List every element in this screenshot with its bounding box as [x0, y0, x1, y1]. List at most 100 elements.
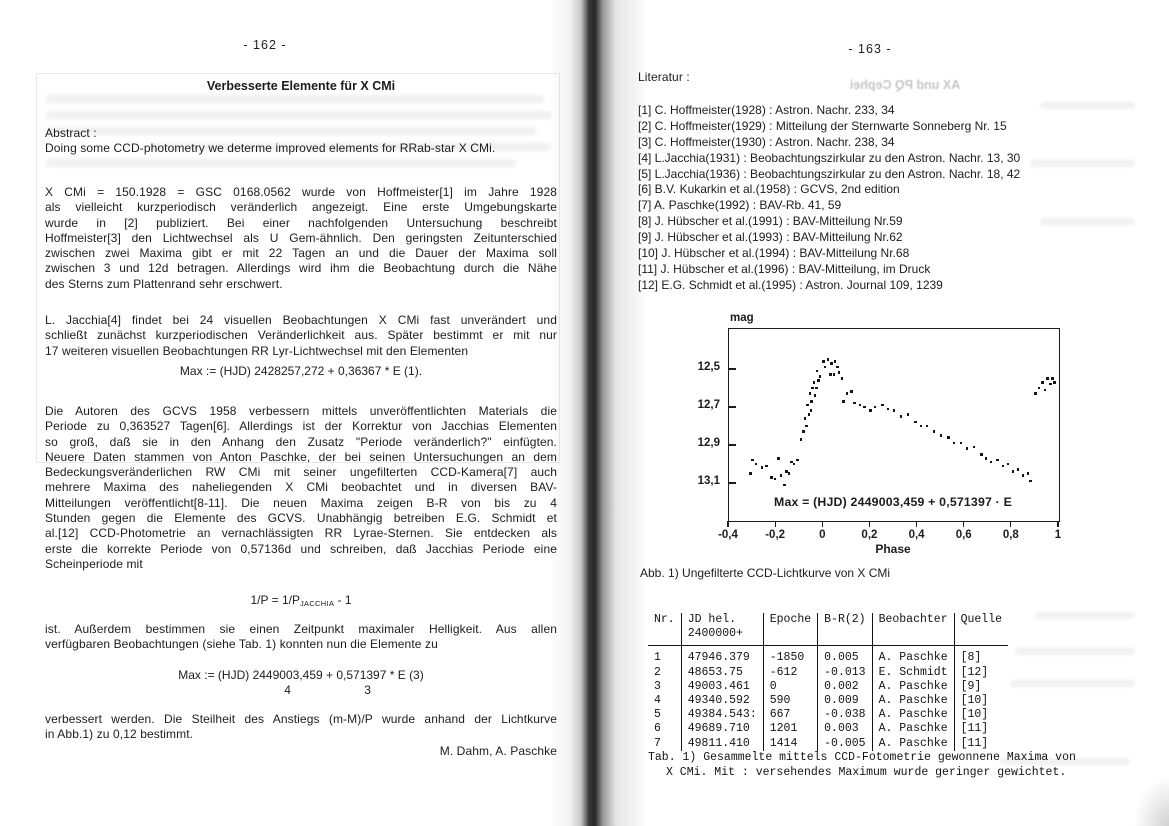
table-cell: 1201 — [762, 722, 818, 737]
reference-item: [12] E.G. Schmidt et al.(1995) : Astron.… — [638, 277, 943, 292]
data-point — [989, 460, 993, 464]
data-point — [1006, 462, 1010, 466]
table-cell: [9] — [953, 679, 1009, 695]
figure-caption: Abb. 1) Ungefilterte CCD-Lichtkurve von … — [640, 566, 891, 580]
data-point — [1046, 377, 1049, 380]
data-point — [869, 409, 872, 413]
bleed-through-smudge — [46, 159, 516, 167]
bleed-through-title: AX und PQ Cephei — [849, 78, 961, 92]
data-point — [932, 430, 936, 433]
data-point — [837, 371, 841, 375]
data-point — [873, 405, 877, 409]
table-cell: [11] — [953, 722, 1009, 737]
data-point — [1051, 377, 1054, 380]
data-point — [751, 458, 754, 462]
table-cell: 3 — [654, 679, 661, 693]
data-point — [765, 464, 768, 468]
table-cell: 1 — [654, 651, 661, 665]
data-point — [805, 403, 809, 407]
page-number-left: - 162 - — [243, 38, 287, 52]
table-cell: 7 — [654, 736, 661, 750]
reference-item: [7] A. Paschke(1992) : BAV-Rb. 41, 59 — [638, 198, 842, 213]
text-line: Scheinperiode mit — [45, 556, 143, 571]
data-point — [913, 420, 917, 424]
bleed-through-smudge — [1040, 102, 1135, 109]
data-point — [790, 460, 793, 464]
table-cell: 4 — [654, 694, 661, 708]
abstract-text: Doing some CCD-photometry we determe imp… — [45, 141, 557, 156]
bleed-through-smudge — [1015, 648, 1135, 655]
table-cell: A. Paschke — [871, 679, 955, 695]
x-tick-label: -0,2 — [765, 529, 786, 541]
table-header: Beobachter — [871, 613, 955, 647]
table-cell: 6 — [654, 722, 661, 736]
table-caption-line-2: X CMi. Mit : versehendes Maximum wurde g… — [666, 765, 1067, 779]
text-line: zwischen zwei Maxima gibt er mit 22 Tage… — [45, 246, 557, 261]
bleed-through-smudge — [1010, 680, 1135, 687]
data-point — [946, 436, 950, 439]
paragraph-4: ist. Außerdem bestimmen sie einen Zeitpu… — [45, 622, 557, 653]
maxima-table: Nr. JD hel. 2400000+ Epoche B-R(2) Beobachter… — [648, 613, 1009, 751]
paragraph-3: Die Autoren des GCVS 1958 verbessern mit… — [45, 404, 557, 572]
table-cell: A. Paschke — [871, 736, 955, 751]
table-cell: A. Paschke — [871, 722, 955, 737]
table-cell: A. Paschke — [871, 694, 955, 709]
data-point — [817, 379, 820, 382]
table-header: JD hel. 2400000+ — [680, 613, 764, 647]
table-cell: -1850 — [762, 645, 818, 666]
reference-item: [5] L.Jacchia(1936) : Beobachtungszirkul… — [638, 166, 1021, 181]
data-point — [811, 386, 814, 390]
data-point — [748, 472, 752, 475]
data-point — [1049, 382, 1053, 386]
table-row: 5 49384.543: 667 -0.038 A. Paschke [10] — [648, 708, 1009, 723]
text-line: des Sterns zum Plattenrand sehr erschwer… — [45, 276, 283, 291]
data-point — [777, 456, 780, 460]
equation-2-subscript: JACCHIA — [299, 599, 335, 608]
data-point — [959, 441, 963, 445]
data-point — [853, 401, 856, 405]
x-tick-mark — [868, 521, 871, 527]
equation-3: Max := (HJD) 2449003,459 + 0,571397 * E … — [45, 668, 557, 697]
text-line: Mitteilungen veröffentlicht[8-11]. Die n… — [45, 495, 557, 510]
table-cell: [10] — [953, 694, 1009, 709]
paragraph-2: L. Jacchia[4] findet bei 24 visuellen Be… — [45, 313, 557, 359]
y-tick-mark — [729, 482, 736, 484]
text-line: al.[12] CCD-Photometrie an vernachlässig… — [45, 526, 557, 541]
x-tick-label: 0,6 — [955, 529, 972, 541]
table-cell: [11] — [953, 736, 1009, 751]
data-point — [1028, 479, 1032, 483]
bleed-through-smudge — [46, 95, 544, 103]
text-line: ist. Außerdem bestimmen sie einen Zeitpu… — [45, 622, 557, 636]
data-point — [787, 472, 791, 475]
text-line: so groß, daß sie in den Anhang den Zusat… — [45, 434, 557, 449]
data-point — [783, 483, 786, 487]
data-point — [813, 394, 817, 397]
data-point — [818, 375, 822, 378]
data-point — [1001, 464, 1005, 468]
data-point — [799, 437, 803, 441]
bleed-through-smudge — [1035, 612, 1135, 619]
data-point — [1041, 380, 1044, 384]
data-point — [984, 456, 988, 460]
table-cell: -0.005 — [817, 736, 873, 751]
y-tick-mark — [729, 368, 736, 370]
table-cell: 49340.592 — [680, 694, 764, 709]
table-cell: 0.009 — [817, 694, 873, 709]
bleed-through-smudge — [46, 127, 536, 135]
scan-corner-shade — [1133, 776, 1169, 826]
data-point — [812, 380, 816, 384]
table-cell: 1414 — [762, 736, 818, 751]
bleed-through-smudge — [150, 143, 550, 151]
data-point — [829, 373, 832, 376]
table-caption-line-1: Tab. 1) Gesammelte mittels CCD-Fotometri… — [648, 751, 1076, 764]
reference-item: [1] C. Hoffmeister(1928) : Astron. Nachr… — [638, 103, 895, 117]
plot-area — [728, 328, 1060, 522]
page-number-right: - 163 - — [848, 42, 892, 56]
table-cell: A. Paschke — [871, 645, 955, 666]
table-cell: 0.005 — [817, 645, 873, 666]
data-point — [845, 392, 849, 395]
x-tick-label: 0,4 — [908, 529, 925, 541]
text-line: in Abb.1) zu 0,12 bestimmt. — [45, 727, 194, 742]
data-point — [807, 413, 811, 416]
